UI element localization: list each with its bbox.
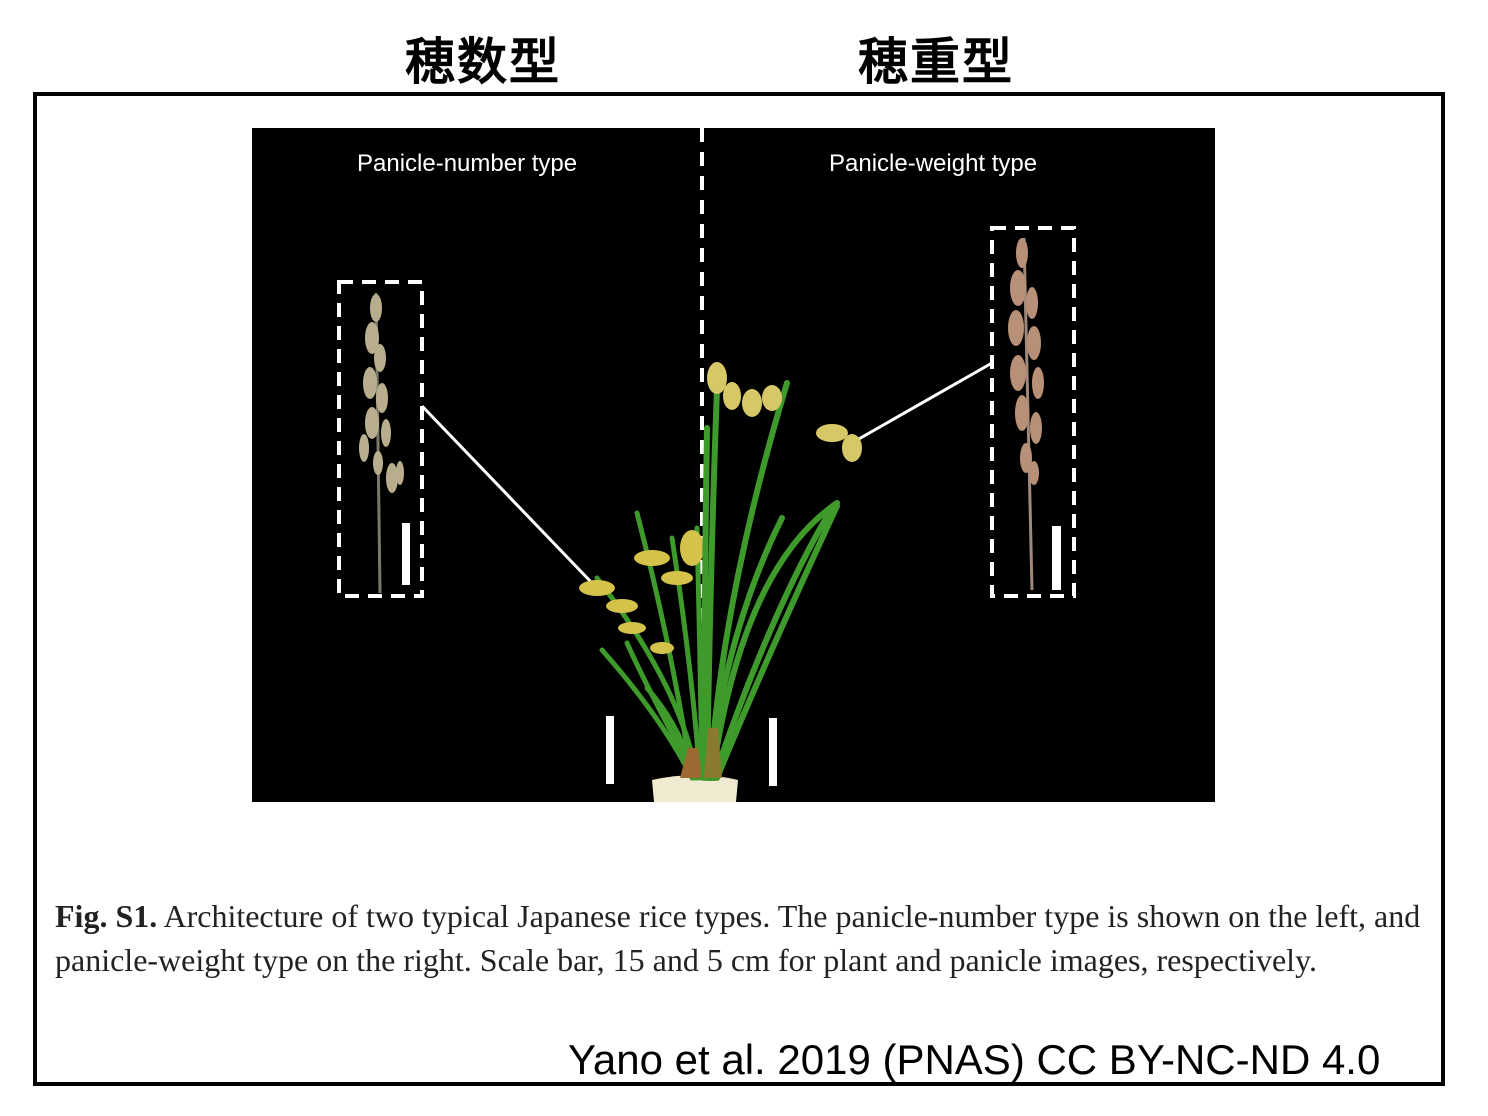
right-plant-scale-bar [769,718,777,786]
right-panicle [1008,237,1044,591]
plant-pot [652,775,738,802]
left-panicle [359,292,404,594]
left-panicle-inset-box [337,280,424,598]
header-label-right: 穂重型 [858,33,1014,91]
panel-title-right: Panicle-weight type [829,150,1038,177]
left-plant-scale-bar [606,716,614,784]
right-connector-line [849,361,993,446]
rice-plant-photo [252,128,1215,802]
left-inset-scale-bar [402,523,410,585]
panel-title-left: Panicle-number type [357,150,578,177]
left-plant-base [680,748,702,778]
header-label-left: 穂数型 [405,33,561,91]
right-plant [701,380,840,781]
rice-illustration [337,128,1076,802]
right-plant-base [704,728,722,778]
left-plant-panicles [579,530,704,654]
caption-label: Fig. S1. [55,898,158,934]
figure-caption: Fig. S1. Architecture of two typical Jap… [55,894,1430,982]
right-plant-panicles [707,362,862,462]
image-credit: Yano et al. 2019 (PNAS) CC BY-NC-ND 4.0 [568,1036,1381,1083]
right-panicle-inset-box [990,226,1076,598]
caption-text: Architecture of two typical Japanese ric… [55,898,1421,978]
right-inset-scale-bar [1052,526,1061,590]
left-connector-line [420,404,594,585]
